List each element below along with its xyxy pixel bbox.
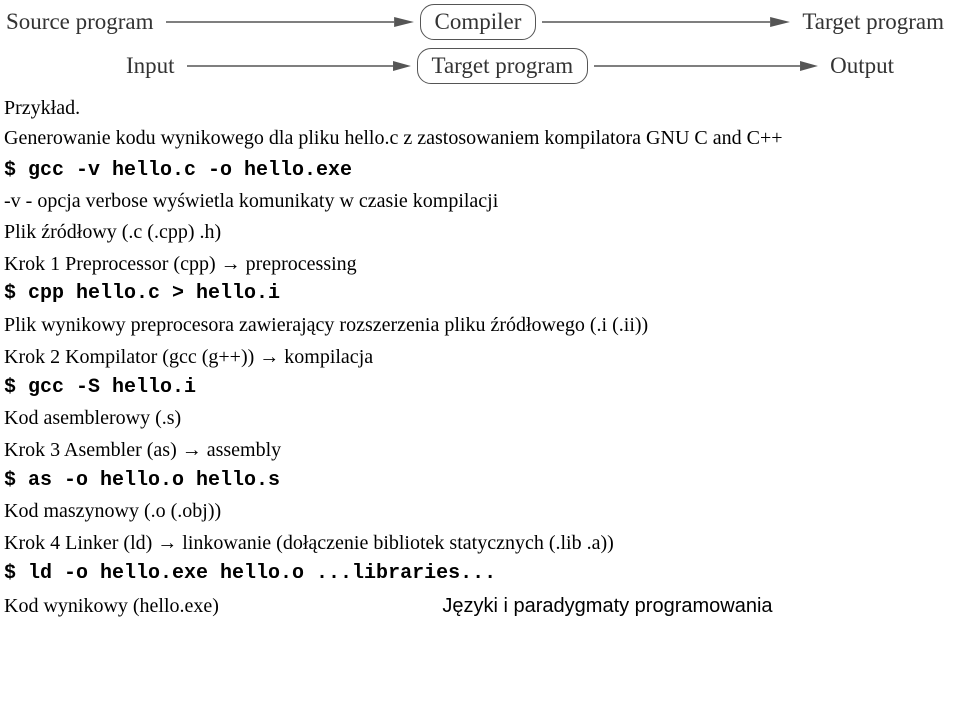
final-output: Kod wynikowy (hello.exe) xyxy=(4,592,219,620)
content-body: Przykład. Generowanie kodu wynikowego dl… xyxy=(0,94,960,623)
cmd-gcc-s: $ gcc -S hello.i xyxy=(4,374,956,402)
cmd-ld: $ ld -o hello.exe hello.o ...libraries..… xyxy=(4,560,956,588)
step3: Krok 3 Asembler (as) → assembly xyxy=(4,436,956,464)
flow-arrow-icon xyxy=(594,65,818,67)
opt-v-desc: -v - opcja verbose wyświetla komunikaty … xyxy=(4,187,956,215)
step2: Krok 2 Kompilator (gcc (g++)) → kompilac… xyxy=(4,343,956,371)
step1: Krok 1 Preprocessor (cpp) → preprocessin… xyxy=(4,250,956,278)
source-file-desc: Plik źródłowy (.c (.cpp) .h) xyxy=(4,218,956,246)
flow-node-output: Output xyxy=(824,49,900,83)
step2-output: Kod asemblerowy (.s) xyxy=(4,404,956,432)
cmd-cpp: $ cpp hello.c > hello.i xyxy=(4,280,956,308)
step4: Krok 4 Linker (ld) → linkowanie (dołącze… xyxy=(4,529,956,557)
intro-text: Generowanie kodu wynikowego dla pliku he… xyxy=(4,124,956,152)
diagram-row-1: Source program Compiler Target program xyxy=(0,0,960,44)
example-label: Przykład. xyxy=(4,94,956,122)
diagram-row-2: Input Target program Output xyxy=(0,44,960,94)
flow-arrow-icon xyxy=(542,21,790,23)
flow-node-target-program: Target program xyxy=(417,48,589,84)
flow-arrow-icon xyxy=(166,21,414,23)
flow-arrow-icon xyxy=(187,65,411,67)
flow-node-target: Target program xyxy=(796,5,950,39)
step3-output: Kod maszynowy (.o (.obj)) xyxy=(4,497,956,525)
flow-node-source: Source program xyxy=(0,5,160,39)
page-footer: Języki i paradygmaty programowania xyxy=(259,592,956,620)
flow-node-compiler: Compiler xyxy=(420,4,537,40)
cmd-gcc: $ gcc -v hello.c -o hello.exe xyxy=(4,157,956,185)
cmd-as: $ as -o hello.o hello.s xyxy=(4,467,956,495)
step1-output: Plik wynikowy preprocesora zawierający r… xyxy=(4,311,956,339)
flow-node-input: Input xyxy=(120,49,181,83)
